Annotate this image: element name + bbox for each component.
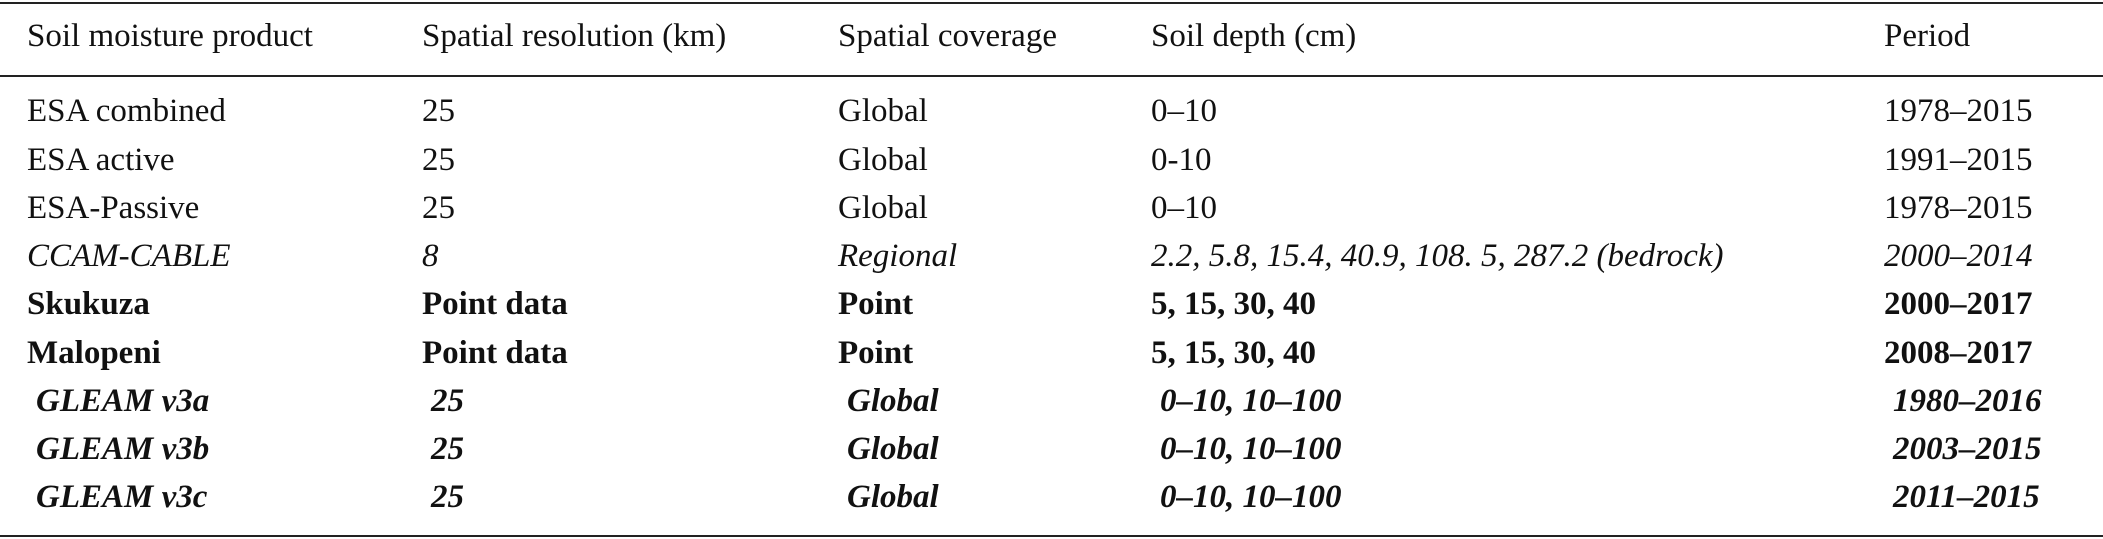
table-cell: GLEAM v3a xyxy=(36,383,210,419)
header-rule xyxy=(0,75,2103,77)
table-cell: 0–10, 10–100 xyxy=(1160,383,1342,419)
table-cell: 1991–2015 xyxy=(1884,142,2033,178)
table-cell: Global xyxy=(847,383,939,419)
table-cell: 25 xyxy=(422,142,455,178)
table-cell: 25 xyxy=(422,190,455,226)
table-cell: Regional xyxy=(838,238,958,274)
table-cell: 25 xyxy=(422,93,455,129)
header-cell: Period xyxy=(1884,18,1971,54)
table-cell: 0–10, 10–100 xyxy=(1160,431,1342,467)
header-cell: Spatial resolution (km) xyxy=(422,18,727,54)
table-cell: 25 xyxy=(431,479,464,515)
table-cell: 2000–2017 xyxy=(1884,286,2033,322)
table-cell: 25 xyxy=(431,383,464,419)
table-cell: 2.2, 5.8, 15.4, 40.9, 108. 5, 287.2 (bed… xyxy=(1151,238,1724,274)
table-cell: Point xyxy=(838,286,914,322)
header-cell: Soil moisture product xyxy=(27,18,313,54)
table-cell: 2011–2015 xyxy=(1893,479,2040,515)
table-cell: 2003–2015 xyxy=(1893,431,2042,467)
table-cell: ESA-Passive xyxy=(27,190,200,226)
table-cell: 5, 15, 30, 40 xyxy=(1151,335,1316,371)
table-cell: Global xyxy=(838,190,928,226)
table-cell: Global xyxy=(838,142,928,178)
table-cell: Malopeni xyxy=(27,335,161,371)
table-cell: 1978–2015 xyxy=(1884,93,2033,129)
table-cell: 0–10, 10–100 xyxy=(1160,479,1342,515)
table-cell: 0–10 xyxy=(1151,190,1217,226)
top-rule xyxy=(0,2,2103,4)
table-cell: ESA active xyxy=(27,142,175,178)
header-cell: Spatial coverage xyxy=(838,18,1057,54)
table-cell: 5, 15, 30, 40 xyxy=(1151,286,1316,322)
table-cell: Point data xyxy=(422,335,568,371)
table-cell: Global xyxy=(847,479,939,515)
table-cell: 0–10 xyxy=(1151,93,1217,129)
header-cell: Soil depth (cm) xyxy=(1151,18,1357,54)
table-cell: 1978–2015 xyxy=(1884,190,2033,226)
table-cell: CCAM-CABLE xyxy=(27,238,231,274)
table-cell: 2000–2014 xyxy=(1884,238,2033,274)
table-cell: Global xyxy=(838,93,928,129)
table-cell: Skukuza xyxy=(27,286,150,322)
table-cell: Point data xyxy=(422,286,568,322)
table-cell: GLEAM v3b xyxy=(36,431,210,467)
table-cell: Global xyxy=(847,431,939,467)
table-cell: 0-10 xyxy=(1151,142,1212,178)
table-cell: GLEAM v3c xyxy=(36,479,208,515)
table-cell: Point xyxy=(838,335,914,371)
table-cell: 1980–2016 xyxy=(1893,383,2042,419)
bottom-rule xyxy=(0,535,2103,537)
table-cell: ESA combined xyxy=(27,93,226,129)
table-cell: 8 xyxy=(422,238,439,274)
table-cell: 25 xyxy=(431,431,464,467)
table-cell: 2008–2017 xyxy=(1884,335,2033,371)
